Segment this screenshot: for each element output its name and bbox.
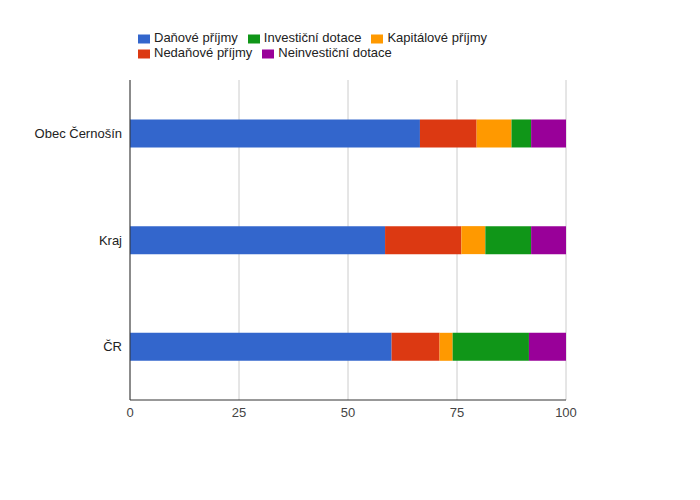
html-text:Nedaňové příjmy: Nedaňové příjmy xyxy=(154,45,253,60)
svg-text:25: 25 xyxy=(232,405,246,420)
svg-text:0: 0 xyxy=(126,405,133,420)
svg-text:ČR: ČR xyxy=(103,339,122,354)
html-text:Daňové příjmy: Daňové příjmy xyxy=(154,30,238,45)
svg-text:50: 50 xyxy=(341,405,355,420)
svg-text:Obec Černošín: Obec Černošín xyxy=(35,126,122,141)
svg-text:Kraj: Kraj xyxy=(99,233,122,248)
html-text:Neinvestiční dotace: Neinvestiční dotace xyxy=(278,45,392,60)
svg-text:100: 100 xyxy=(555,405,577,420)
html-text:Investiční dotace: Investiční dotace xyxy=(263,30,362,45)
svg-text:75: 75 xyxy=(450,405,464,420)
html-text:Kapitálové příjmy: Kapitálové příjmy xyxy=(387,30,488,45)
